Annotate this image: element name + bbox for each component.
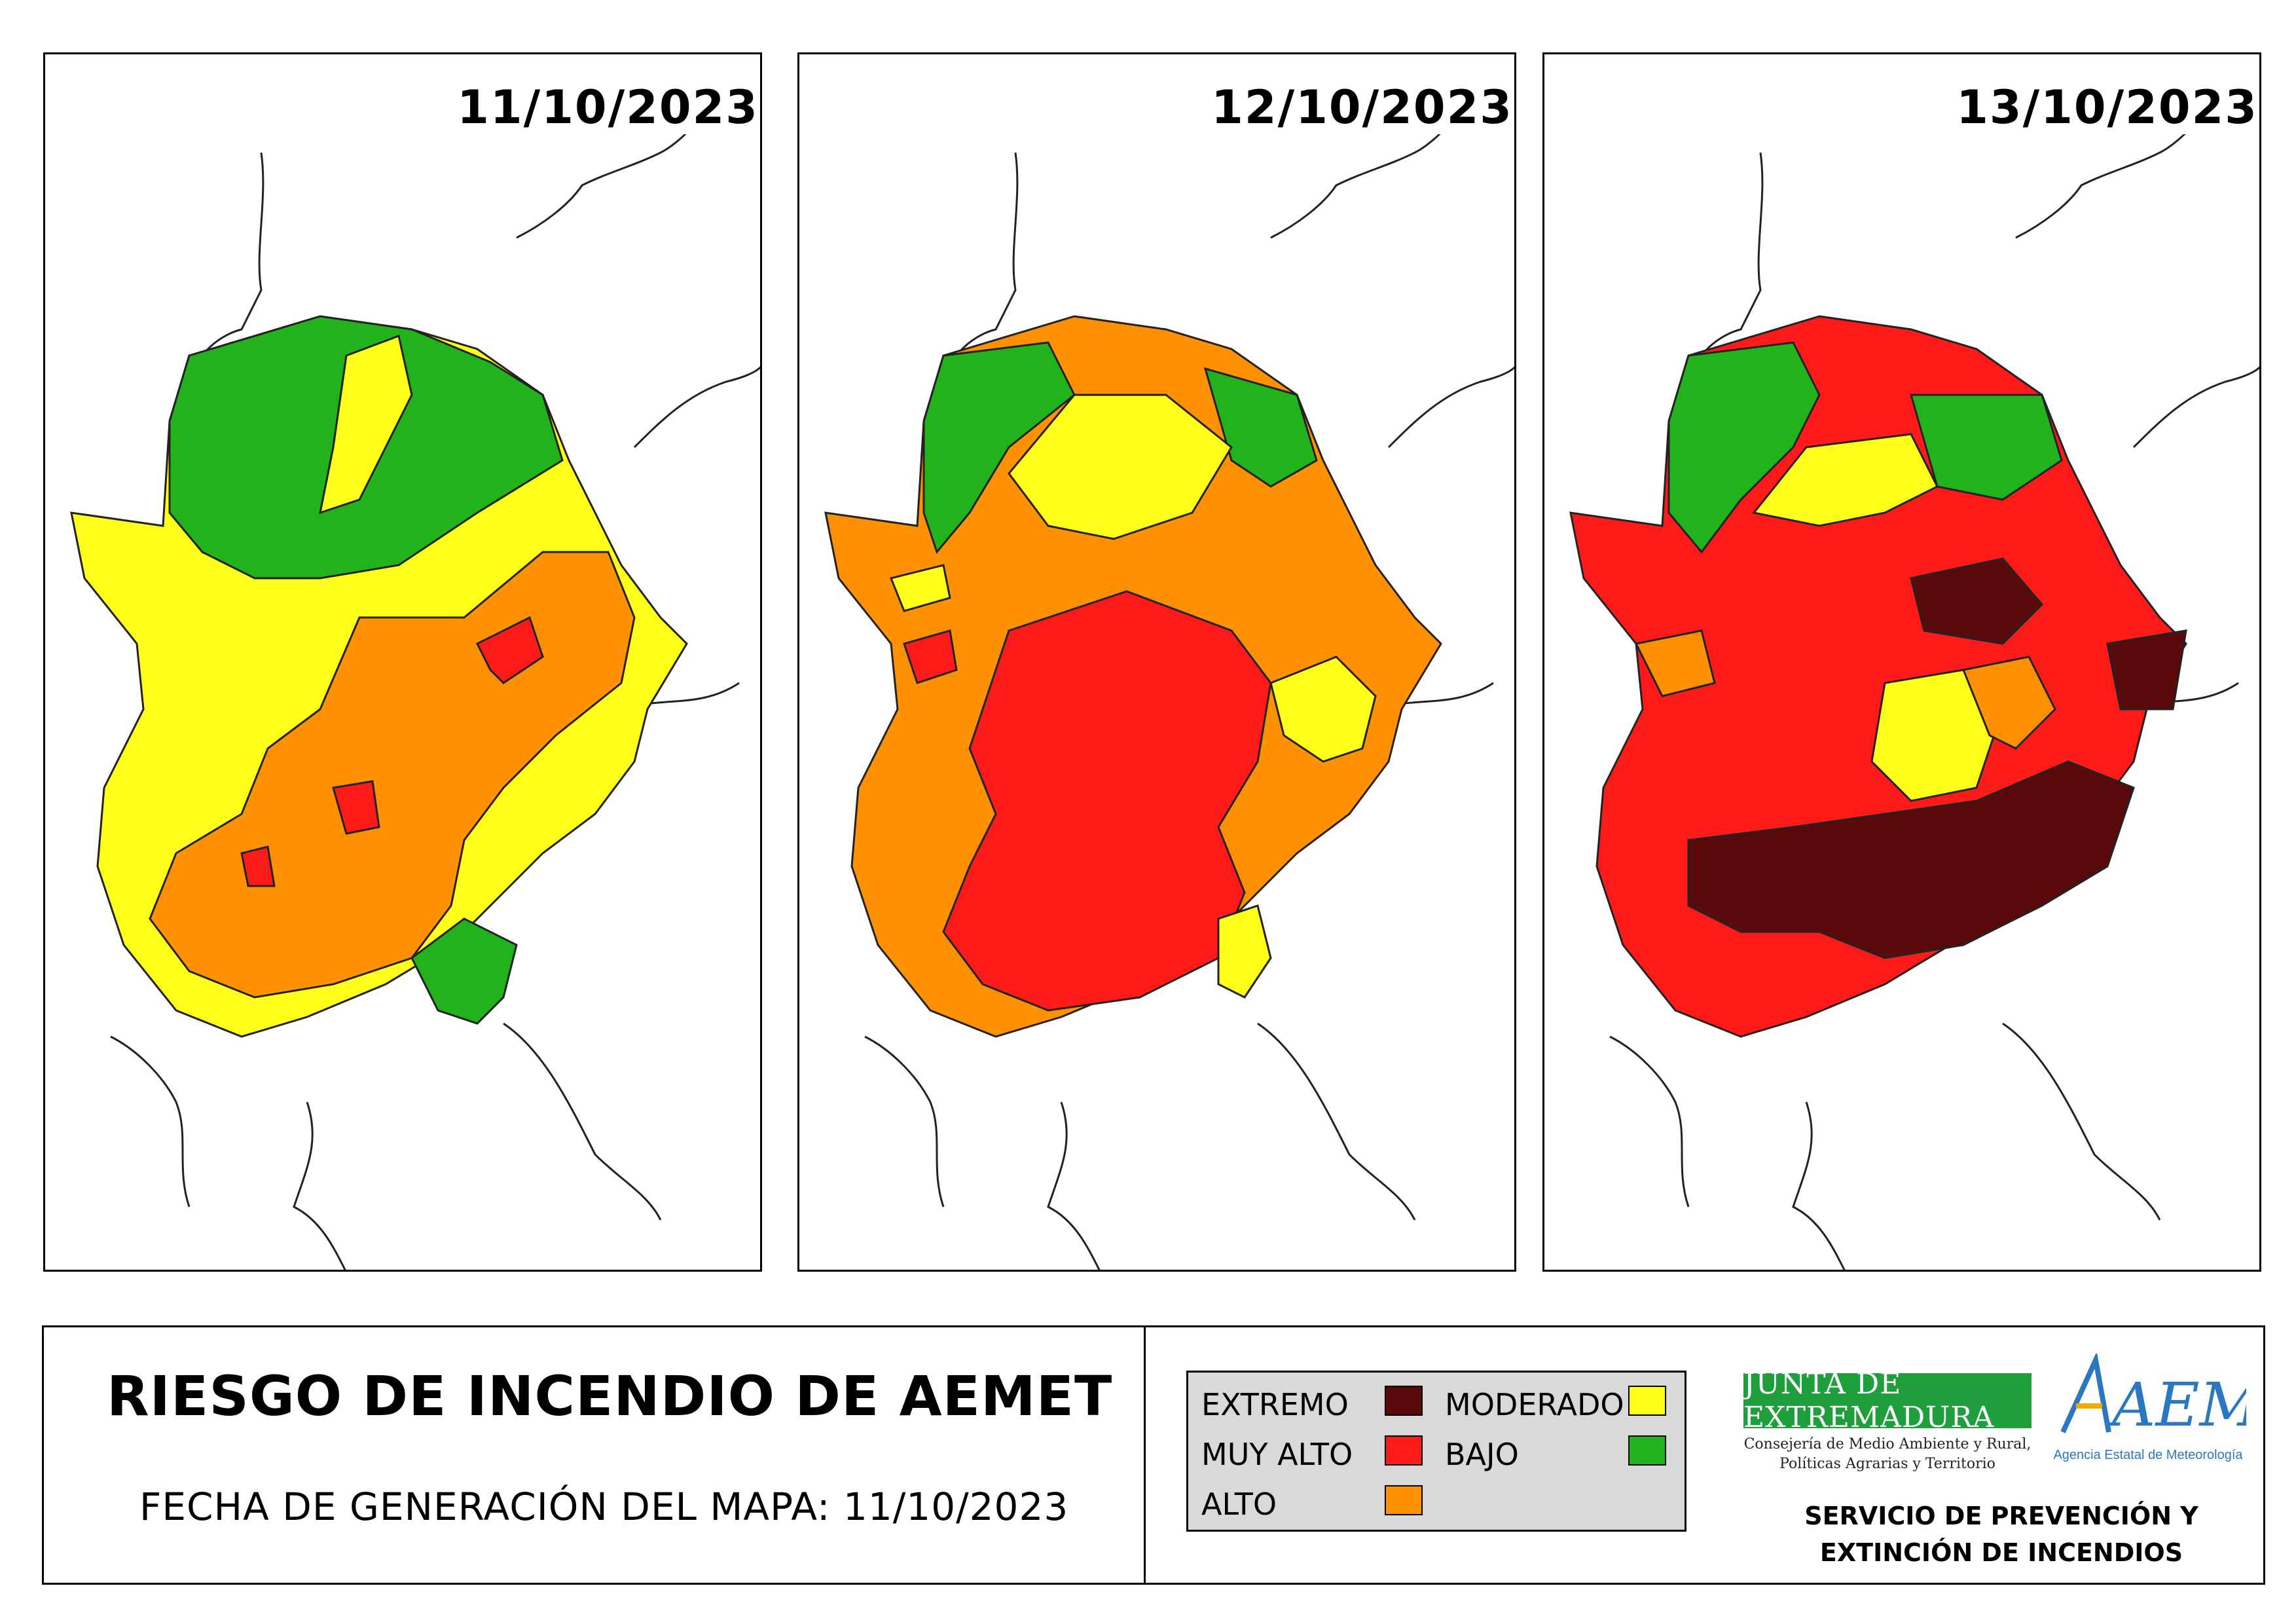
fire-risk-map-3: [1569, 125, 2259, 1270]
aemet-logo-text: AEMet: [2107, 1370, 2246, 1440]
junta-extremadura-logo: JUNTA DE EXTREMADURA: [1743, 1367, 2032, 1434]
map-panel-3: 13/10/2023: [1542, 52, 2261, 1272]
aemet-subtitle: Agencia Estatal de Meteorología: [2053, 1448, 2243, 1462]
legend-swatch-alto: [1385, 1485, 1423, 1515]
region: [1217, 904, 1272, 999]
region: [1687, 760, 2135, 959]
region: [319, 334, 413, 515]
legend-label-moderado: MODERADO: [1445, 1387, 1624, 1422]
service-line1: SERVICIO DE PREVENCIÓN Y: [1804, 1502, 2198, 1530]
footer-divider: [1144, 1327, 1146, 1583]
legend-swatch-extremo: [1385, 1386, 1423, 1416]
aemet-logo-icon: AEMet: [2060, 1354, 2246, 1440]
map-title: RIESGO DE INCENDIO DE AEMET: [107, 1364, 1113, 1428]
region: [2106, 629, 2187, 710]
junta-subtitle: Consejería de Medio Ambiente y Rural, Po…: [1743, 1435, 2032, 1474]
region: [922, 341, 1076, 555]
map-date-3: 13/10/2023: [1956, 81, 2258, 134]
map-date-1: 11/10/2023: [457, 81, 759, 134]
region: [1634, 629, 1716, 697]
legend-label-alto: ALTO: [1201, 1486, 1277, 1522]
region: [903, 629, 958, 684]
region: [1910, 394, 2063, 501]
legend-label-bajo: BAJO: [1445, 1437, 1519, 1472]
region: [1961, 655, 2056, 750]
legend-label-extremo: EXTREMO: [1201, 1387, 1349, 1422]
fire-risk-map-1: [70, 125, 760, 1270]
region: [475, 616, 544, 684]
legend-swatch-muy-alto: [1385, 1435, 1423, 1466]
region: [332, 780, 380, 835]
junta-subtitle-line2: Políticas Agrarias y Territorio: [1779, 1456, 1995, 1472]
generation-date: FECHA DE GENERACIÓN DEL MAPA: 11/10/2023: [139, 1485, 1069, 1529]
region: [1752, 433, 1939, 527]
region: [1269, 655, 1377, 763]
legend-label-muy-alto: MUY ALTO: [1201, 1437, 1353, 1472]
legend-swatch-bajo: [1628, 1435, 1666, 1466]
footer-box: RIESGO DE INCENDIO DE AEMET FECHA DE GEN…: [42, 1325, 2265, 1585]
map-panel-1: 11/10/2023: [43, 52, 762, 1272]
legend-swatch-moderado: [1628, 1386, 1666, 1416]
region: [1910, 557, 2044, 645]
junta-subtitle-line1: Consejería de Medio Ambiente y Rural,: [1743, 1436, 2032, 1452]
region: [240, 845, 276, 887]
service-name: SERVICIO DE PREVENCIÓN Y EXTINCIÓN DE IN…: [1746, 1498, 2257, 1571]
service-line2: EXTINCIÓN DE INCENDIOS: [1819, 1538, 2183, 1567]
region: [889, 564, 951, 612]
region: [1008, 394, 1233, 540]
fire-risk-map-2: [824, 125, 1514, 1270]
region: [410, 917, 518, 1025]
map-panel-2: 12/10/2023: [797, 52, 1516, 1272]
region: [1667, 341, 1821, 554]
region: [942, 590, 1272, 1012]
map-date-2: 12/10/2023: [1211, 81, 1513, 134]
legend: EXTREMO MUY ALTO ALTO MODERADO BAJO: [1186, 1371, 1686, 1532]
